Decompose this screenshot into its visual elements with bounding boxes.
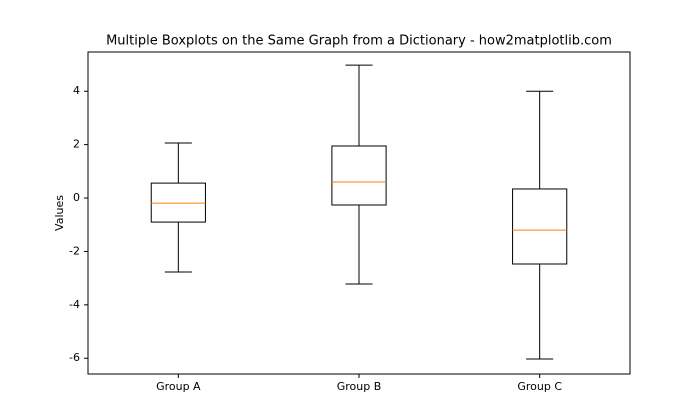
x-tick-label: Group A (156, 380, 201, 393)
y-tick-label: 4 (73, 84, 80, 97)
y-tick-label: 0 (73, 191, 80, 204)
x-tick-label: Group C (517, 380, 562, 393)
y-tick-label: -2 (69, 244, 80, 257)
y-tick-label: -4 (69, 298, 80, 311)
box (150, 182, 206, 223)
x-tick-label: Group B (337, 380, 382, 393)
box (331, 145, 387, 206)
y-tick-label: 2 (73, 138, 80, 151)
y-axis-label: Values (53, 195, 66, 231)
box (512, 188, 568, 265)
chart-title: Multiple Boxplots on the Same Graph from… (106, 34, 612, 49)
y-tick-label: -6 (69, 351, 80, 364)
